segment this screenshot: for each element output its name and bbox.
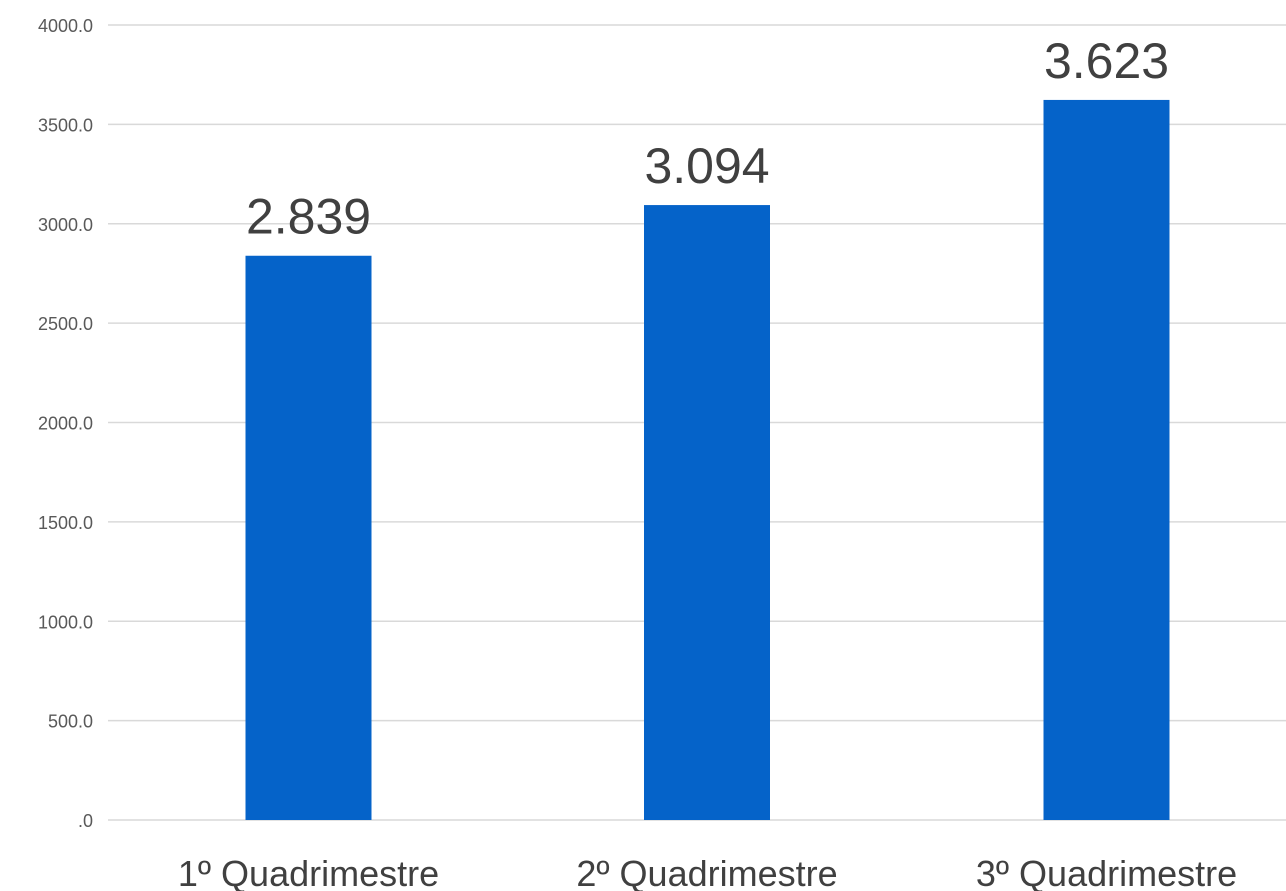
- bar: [644, 205, 770, 820]
- y-tick-label: 500.0: [48, 712, 93, 732]
- x-tick-label: 2º Quadrimestre: [576, 853, 837, 891]
- y-tick-label: 3000.0: [38, 215, 93, 235]
- data-labels: 2.839 3.094 3.623: [246, 33, 1169, 245]
- x-tick-label: 1º Quadrimestre: [178, 853, 439, 891]
- y-tick-label: 1000.0: [38, 612, 93, 632]
- bars: [245, 99, 1170, 820]
- x-axis: 1º Quadrimestre 2º Quadrimestre 3º Quadrim…: [178, 853, 1237, 891]
- y-tick-label: 2000.0: [38, 414, 93, 434]
- bar: [245, 255, 372, 820]
- y-axis: .0 500.0 1000.0 1500.0 2000.0 2500.0 3000.0 350…: [38, 16, 93, 831]
- data-label: 3.623: [1044, 33, 1169, 89]
- data-label: 3.094: [644, 138, 769, 194]
- y-tick-label: 3500.0: [38, 115, 93, 135]
- data-label: 2.839: [246, 189, 371, 245]
- y-tick-label: 4000.0: [38, 16, 93, 36]
- bar: [1043, 99, 1170, 820]
- y-tick-label: 2500.0: [38, 314, 93, 334]
- x-tick-label: 3º Quadrimestre: [976, 853, 1237, 891]
- y-tick-label: .0: [78, 811, 93, 831]
- y-tick-label: 1500.0: [38, 513, 93, 533]
